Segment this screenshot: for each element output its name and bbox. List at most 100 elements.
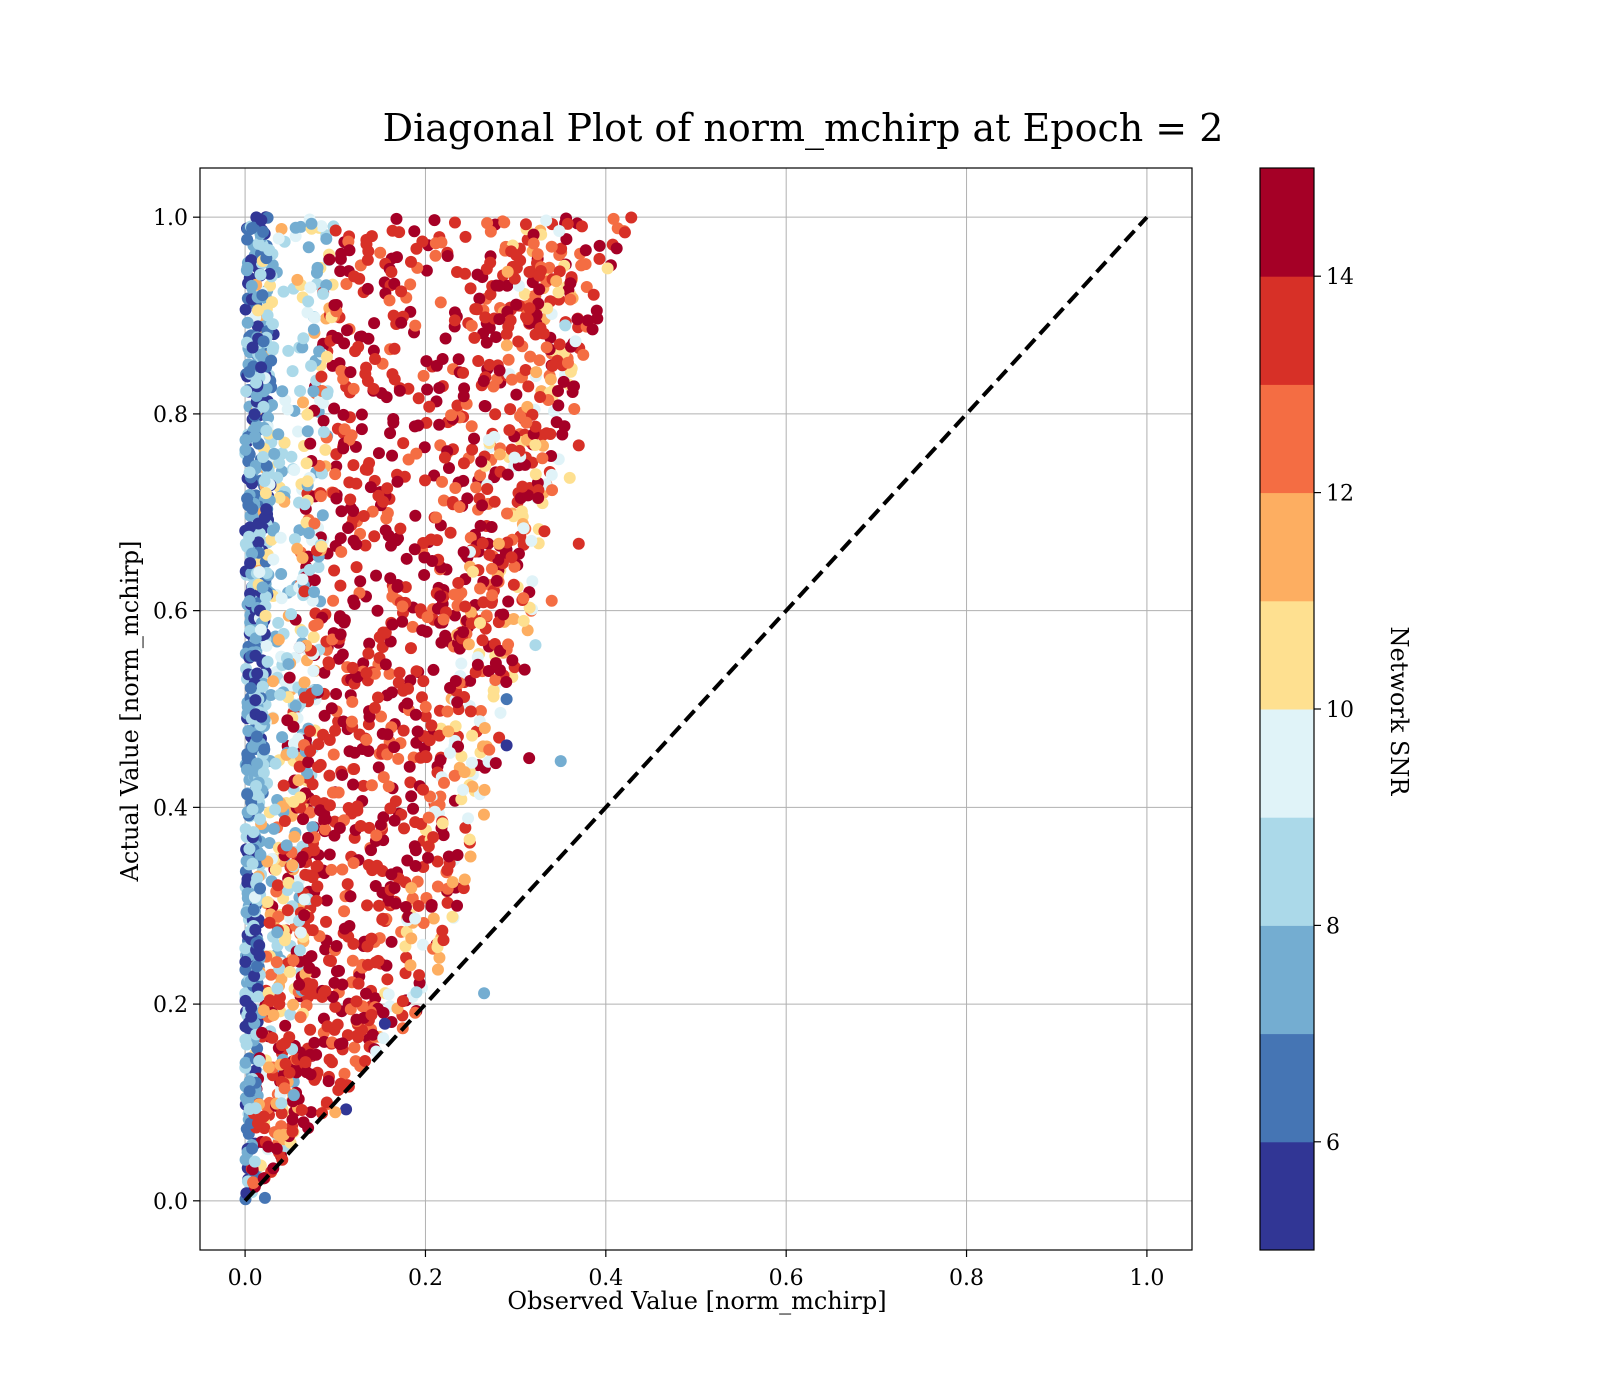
scatter-point [500,339,513,352]
scatter-point [507,578,520,591]
scatter-point [328,402,341,415]
scatter-point [244,682,257,695]
scatter-point [517,592,530,605]
scatter-point [263,916,276,929]
scatter-point [289,230,302,243]
scatter-point [553,224,566,237]
scatter-point [394,522,407,535]
scatter-point [303,563,316,576]
scatter-point [468,432,481,445]
scatter-point [297,813,310,826]
y-axis-label: Actual Value [norm_mchirp] [116,541,144,883]
scatter-point [320,232,333,245]
scatter-point [497,608,510,621]
scatter-point [503,424,516,437]
scatter-point [321,388,334,401]
scatter-point [334,579,347,592]
scatter-point [416,235,429,248]
scatter-point [248,408,261,421]
scatter-point [441,705,454,718]
scatter-point [377,1032,390,1045]
scatter-point [311,860,324,873]
scatter-point [396,615,409,628]
scatter-point [385,868,398,881]
scatter-point [335,505,348,518]
scatter-point [610,242,623,255]
scatter-point [338,1067,351,1080]
scatter-point [421,611,434,624]
scatter-point [478,722,491,735]
scatter-point [404,278,417,291]
scatter-point [296,341,309,354]
scatter-point [581,314,594,327]
scatter-point [448,216,461,229]
scatter-point [401,697,414,710]
scatter-point [337,442,350,455]
scatter-point [374,818,387,831]
scatter-point [289,221,302,234]
x-tick-label: 1.0 [1129,1266,1164,1291]
scatter-point [587,288,600,301]
scatter-point [348,763,361,776]
scatter-point [442,725,455,738]
scatter-point [433,381,446,394]
scatter-point [459,600,472,613]
scatter-point [275,1107,288,1120]
scatter-point [376,912,389,925]
scatter-point [420,264,433,277]
scatter-point [361,282,374,295]
scatter-point [401,854,414,867]
scatter-point [355,408,368,421]
scatter-point [269,863,282,876]
scatter-point [464,705,477,718]
scatter-point [437,934,450,947]
scatter-point [323,734,336,747]
scatter-point [280,839,293,852]
scatter-point [301,408,314,421]
scatter-point [347,856,360,869]
scatter-point [498,216,511,229]
scatter-point [572,537,585,550]
scatter-point [320,915,333,928]
scatter-point [250,389,263,402]
scatter-point [307,631,320,644]
colorbar-tick-label: 6 [1326,1131,1340,1156]
scatter-point [377,771,390,784]
scatter-point [311,618,324,631]
scatter-point [552,399,565,412]
scatter-point [478,987,491,1000]
scatter-point [269,803,282,816]
scatter-point [529,439,542,452]
scatter-point [362,245,375,258]
scatter-point [444,526,457,539]
scatter-point [540,427,553,440]
scatter-point [257,335,270,348]
scatter-point [451,265,464,278]
scatter-point [332,786,345,799]
scatter-point [366,1028,379,1041]
scatter-point [354,575,367,588]
scatter-point [362,647,375,660]
scatter-point [247,740,260,753]
scatter-point [419,474,432,487]
scatter-point [482,433,495,446]
scatter-point [325,863,338,876]
scatter-point [446,876,459,889]
scatter-point [441,249,454,262]
scatter-point [304,281,317,294]
scatter-point [323,253,336,266]
scatter-point [285,608,298,621]
scatter-point [239,994,252,1007]
scatter-point [360,666,373,679]
scatter-point [310,266,323,279]
scatter-point [334,628,347,641]
scatter-point [330,492,343,505]
scatter-point [397,437,410,450]
scatter-point [370,569,383,582]
scatter-point [540,214,553,227]
scatter-point [485,562,498,575]
scatter-point [300,457,313,470]
scatter-point [436,817,449,830]
scatter-point [340,324,353,337]
scatter-point [427,663,440,676]
